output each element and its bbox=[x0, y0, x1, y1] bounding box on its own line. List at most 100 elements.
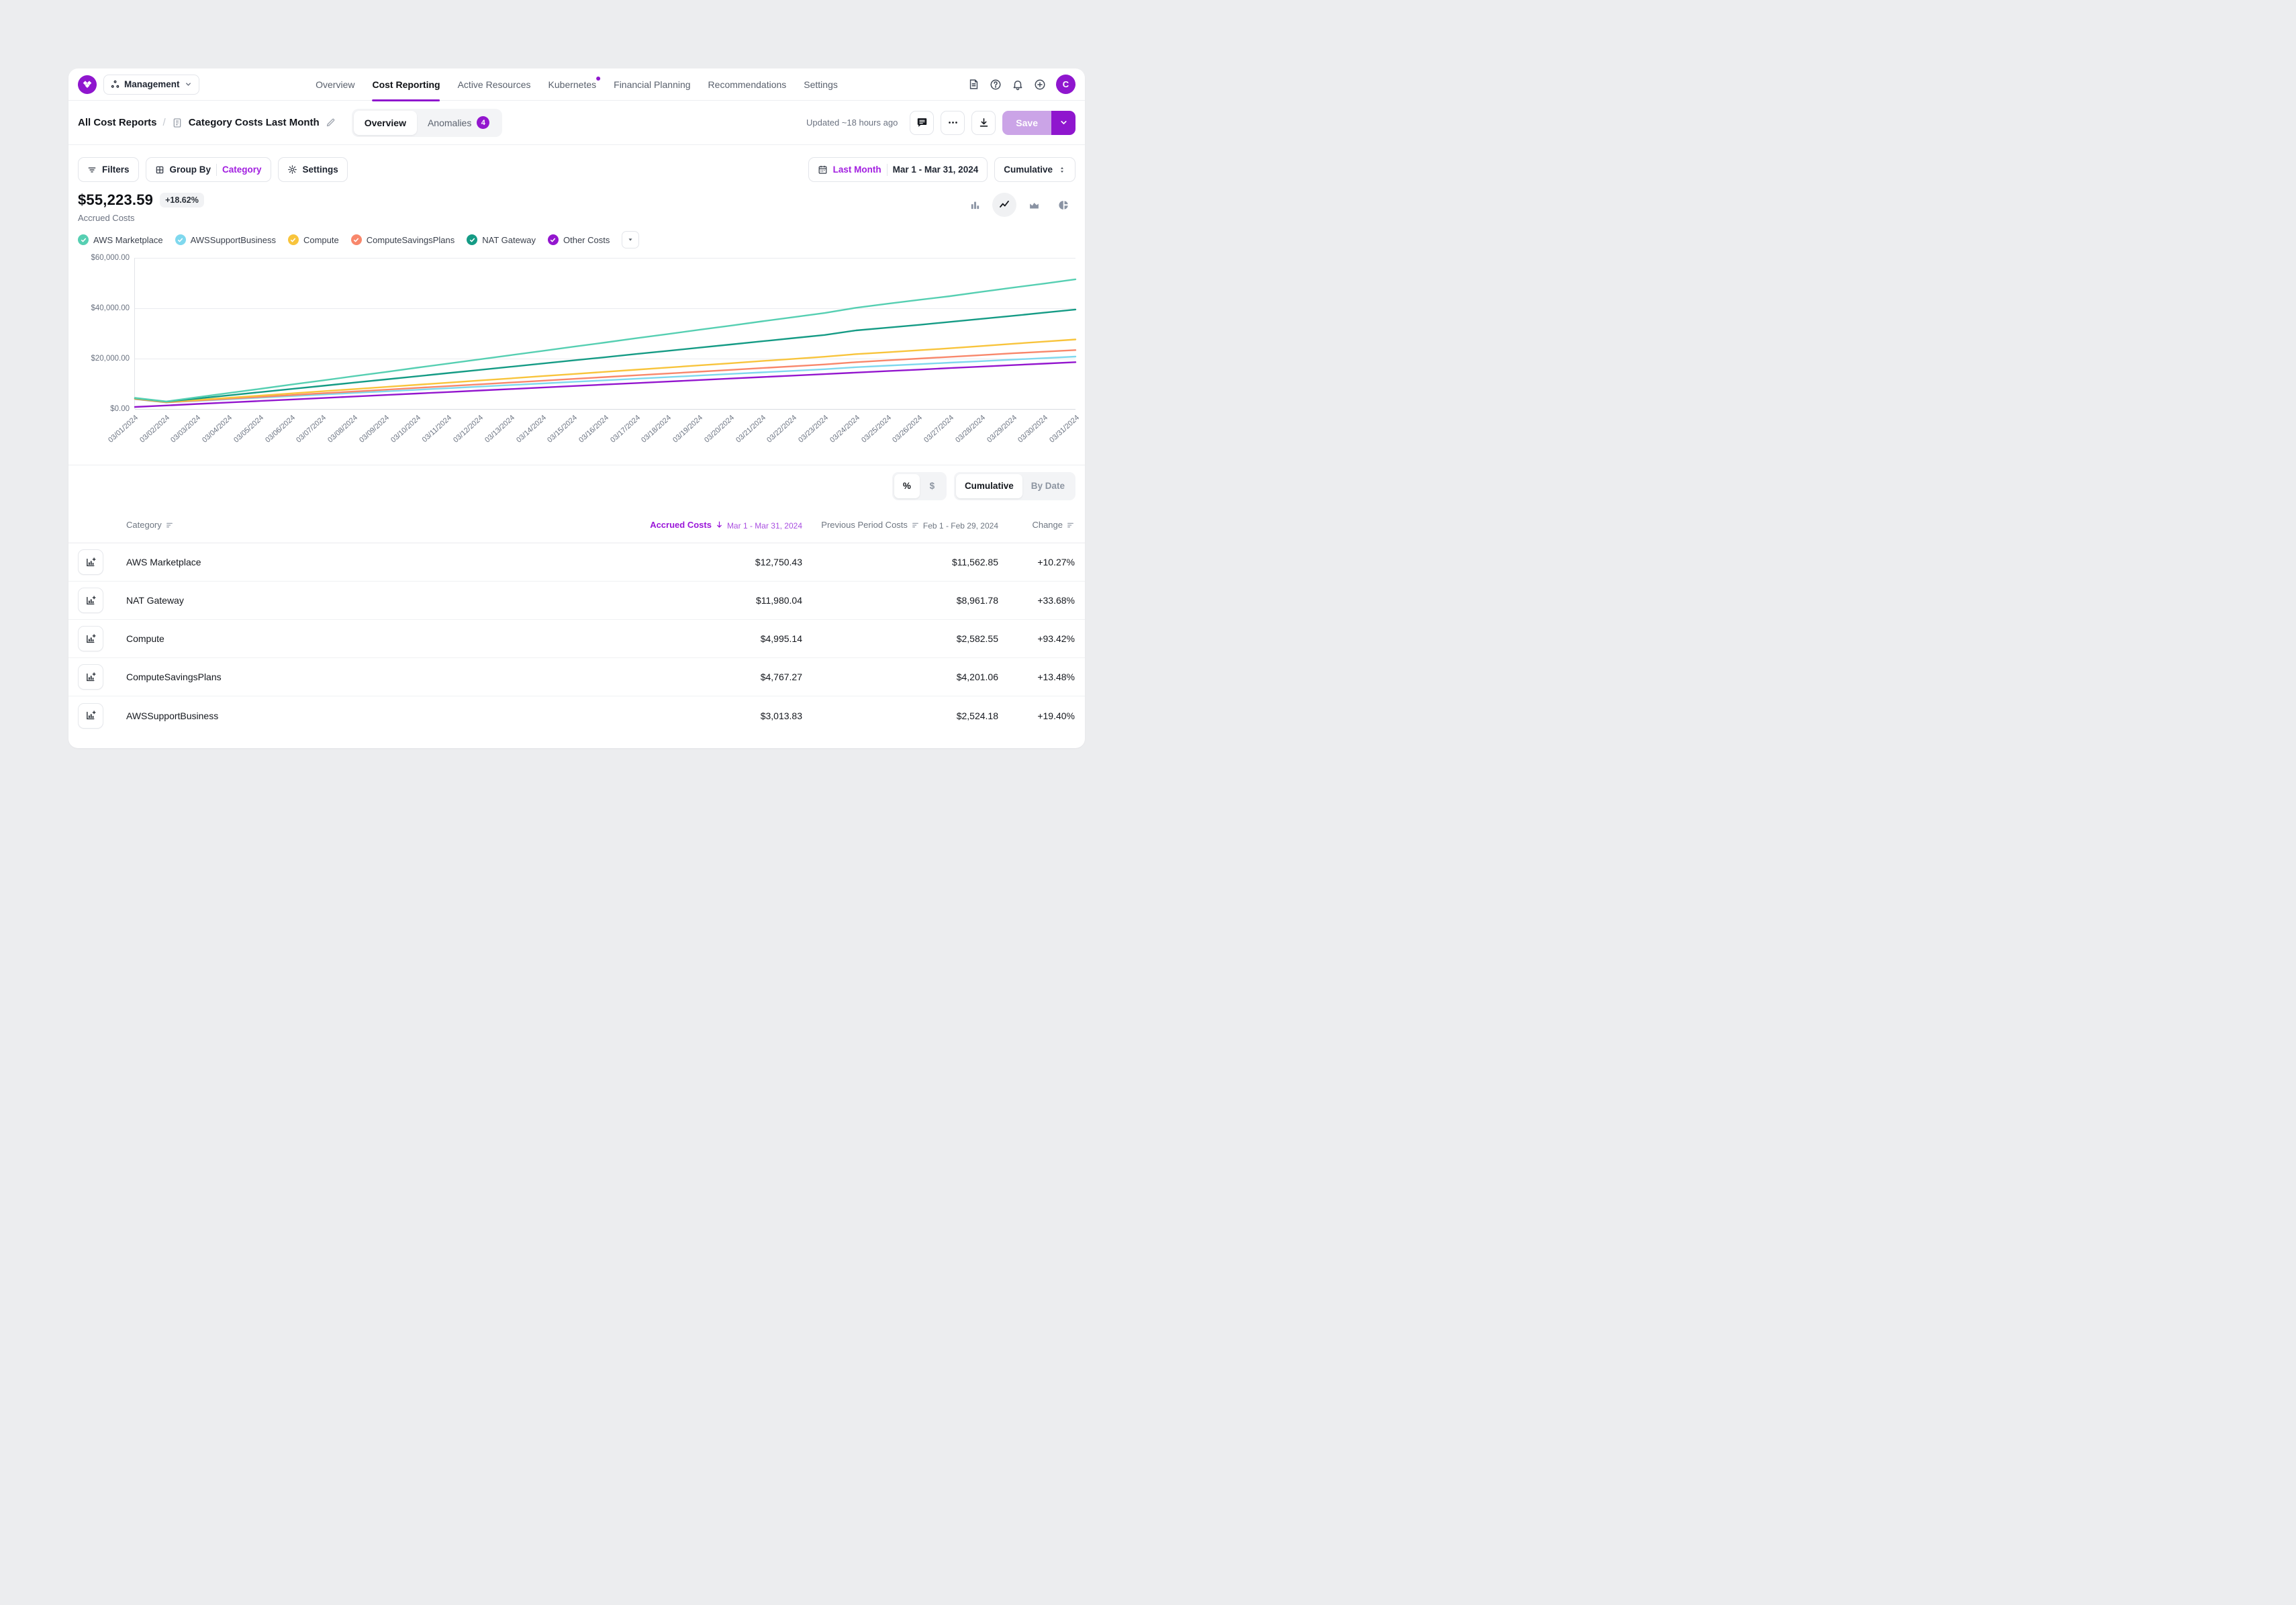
divider bbox=[886, 163, 888, 176]
nav-item-cost-reporting[interactable]: Cost Reporting bbox=[372, 68, 440, 101]
docs-icon[interactable] bbox=[967, 79, 979, 91]
chart-plot-area[interactable]: $60,000.00 $40,000.00 $20,000.00 $0.00 bbox=[91, 254, 1077, 413]
area-chart-icon[interactable] bbox=[1022, 193, 1046, 217]
report-title: Category Costs Last Month bbox=[188, 117, 320, 128]
table-row[interactable]: Compute $4,995.14 $2,582.55 +93.42% bbox=[68, 620, 1085, 658]
nav-item-recommendations[interactable]: Recommendations bbox=[708, 79, 787, 90]
date-range-button[interactable]: Last Month Mar 1 - Mar 31, 2024 bbox=[808, 157, 988, 182]
legend-label: AWSSupportBusiness bbox=[190, 234, 276, 245]
aggregation-select[interactable]: Cumulative bbox=[994, 157, 1075, 182]
legend-item-computesavingsplans[interactable]: ComputeSavingsPlans bbox=[350, 234, 455, 245]
table-row[interactable]: NAT Gateway $11,980.04 $8,961.78 +33.68% bbox=[68, 582, 1085, 620]
cell-previous-period-costs: $8,961.78 bbox=[956, 595, 998, 606]
nav-item-settings[interactable]: Settings bbox=[804, 79, 838, 90]
total-accrued-costs: $55,223.59 bbox=[78, 191, 154, 208]
top-nav: Management Overview Cost Reporting Active … bbox=[68, 68, 1085, 101]
filters-button[interactable]: Filters bbox=[78, 157, 139, 182]
breadcrumb-root-link[interactable]: All Cost Reports bbox=[78, 117, 157, 128]
filter-icon bbox=[87, 165, 97, 175]
x-axis-label: 03/29/2024 bbox=[985, 414, 1018, 445]
edit-title-icon[interactable] bbox=[326, 118, 336, 128]
settings-button[interactable]: Settings bbox=[277, 157, 348, 182]
nav-item-financial-planning[interactable]: Financial Planning bbox=[614, 79, 691, 90]
sort-desc-arrow-icon bbox=[717, 521, 722, 528]
cell-change: +19.40% bbox=[1037, 710, 1075, 721]
x-axis-label: 03/01/2024 bbox=[107, 414, 140, 445]
legend-item-aws-marketplace[interactable]: AWS Marketplace bbox=[78, 234, 163, 245]
toggle-by-date[interactable]: By Date bbox=[1031, 481, 1065, 491]
help-icon[interactable] bbox=[990, 79, 1002, 91]
series-line-other-costs bbox=[134, 361, 1077, 408]
tab-label: Overview bbox=[364, 117, 406, 128]
tab-overview[interactable]: Overview bbox=[353, 110, 417, 135]
view-in-chart-button[interactable] bbox=[78, 664, 103, 690]
report-tabs: Overview Anomalies 4 bbox=[351, 108, 503, 137]
org-icon bbox=[111, 80, 119, 89]
tab-anomalies[interactable]: Anomalies 4 bbox=[417, 111, 500, 135]
x-axis-label: 03/11/2024 bbox=[421, 414, 454, 445]
toggle-cumulative[interactable]: Cumulative bbox=[955, 473, 1022, 498]
column-header-accrued-costs[interactable]: Accrued Costs Mar 1 - Mar 31, 2024 bbox=[650, 519, 802, 531]
legend-label: Compute bbox=[303, 234, 339, 245]
report-controls: Filters Group By Category Settings bbox=[68, 145, 1085, 182]
cell-previous-period-costs: $2,524.18 bbox=[956, 710, 998, 721]
cell-category: Compute bbox=[126, 633, 164, 644]
legend-check-icon bbox=[547, 234, 559, 245]
legend-more-button[interactable] bbox=[622, 231, 640, 248]
legend-item-nat-gateway[interactable]: NAT Gateway bbox=[467, 234, 536, 245]
toggle--[interactable]: $ bbox=[929, 481, 935, 491]
cell-previous-period-costs: $4,201.06 bbox=[956, 672, 998, 682]
more-actions-button[interactable] bbox=[941, 110, 965, 135]
toggle--[interactable]: % bbox=[894, 473, 920, 498]
view-in-chart-button[interactable] bbox=[78, 626, 103, 651]
nav-item-active-resources[interactable]: Active Resources bbox=[457, 79, 531, 90]
workspace-label: Management bbox=[124, 79, 180, 89]
cell-previous-period-costs: $2,582.55 bbox=[956, 633, 998, 644]
legend-item-compute[interactable]: Compute bbox=[287, 234, 339, 245]
legend-item-other-costs[interactable]: Other Costs bbox=[547, 234, 610, 245]
download-button[interactable] bbox=[971, 110, 996, 135]
line-chart-icon[interactable] bbox=[992, 193, 1016, 217]
filters-label: Filters bbox=[102, 165, 130, 175]
table-row[interactable]: AWS Marketplace $12,750.43 $11,562.85 +10.2… bbox=[68, 543, 1085, 582]
summary-section: $55,223.59 +18.62% Accrued Costs bbox=[68, 182, 1085, 223]
nav-item-overview[interactable]: Overview bbox=[316, 79, 355, 90]
group-by-button[interactable]: Group By Category bbox=[145, 157, 271, 182]
legend-check-icon bbox=[175, 234, 186, 245]
column-header-previous-period[interactable]: Previous Period Costs Feb 1 - Feb 29, 20… bbox=[821, 519, 998, 531]
cell-previous-period-costs: $11,562.85 bbox=[951, 557, 998, 567]
table-row[interactable]: AWSSupportBusiness $3,013.83 $2,524.18 +19.… bbox=[68, 696, 1085, 735]
bar-chart-icon[interactable] bbox=[963, 193, 987, 217]
table-row[interactable]: ComputeSavingsPlans $4,767.27 $4,201.06 +13… bbox=[68, 658, 1085, 696]
select-arrows-icon bbox=[1058, 166, 1066, 174]
view-in-chart-button[interactable] bbox=[78, 588, 103, 613]
brand-logo-icon[interactable] bbox=[78, 75, 97, 94]
x-axis-label: 03/24/2024 bbox=[828, 414, 861, 445]
view-in-chart-button[interactable] bbox=[78, 702, 103, 729]
group-by-label: Group By bbox=[169, 165, 211, 175]
view-in-chart-button[interactable] bbox=[78, 549, 103, 575]
legend-item-awssupportbusiness[interactable]: AWSSupportBusiness bbox=[175, 234, 276, 245]
notifications-bell-icon[interactable] bbox=[1012, 79, 1024, 91]
workspace-selector[interactable]: Management bbox=[103, 74, 199, 95]
save-menu-button[interactable] bbox=[1051, 110, 1075, 135]
table-toggles: % $ Cumulative By Date bbox=[68, 465, 1085, 506]
pie-chart-icon[interactable] bbox=[1051, 193, 1075, 217]
x-axis-label: 03/16/2024 bbox=[577, 414, 611, 445]
save-button[interactable]: Save bbox=[1002, 110, 1051, 135]
x-axis-label: 03/31/2024 bbox=[1048, 414, 1082, 445]
legend-label: AWS Marketplace bbox=[93, 234, 163, 245]
x-axis-label: 03/23/2024 bbox=[797, 414, 830, 445]
total-label: Accrued Costs bbox=[78, 213, 135, 223]
notification-dot bbox=[596, 76, 601, 81]
app-card: Management Overview Cost Reporting Active … bbox=[68, 68, 1085, 748]
comments-button[interactable] bbox=[910, 110, 935, 135]
unit-toggle-group: % $ bbox=[892, 471, 947, 500]
x-axis-label: 03/30/2024 bbox=[1016, 414, 1050, 445]
column-header-change[interactable]: Change bbox=[1032, 520, 1075, 530]
nav-item-kubernetes[interactable]: Kubernetes bbox=[548, 68, 601, 101]
avatar[interactable]: C bbox=[1056, 75, 1075, 94]
add-icon[interactable] bbox=[1034, 79, 1046, 91]
x-axis-label: 03/22/2024 bbox=[765, 414, 799, 445]
column-header-category[interactable]: Category bbox=[126, 520, 174, 530]
